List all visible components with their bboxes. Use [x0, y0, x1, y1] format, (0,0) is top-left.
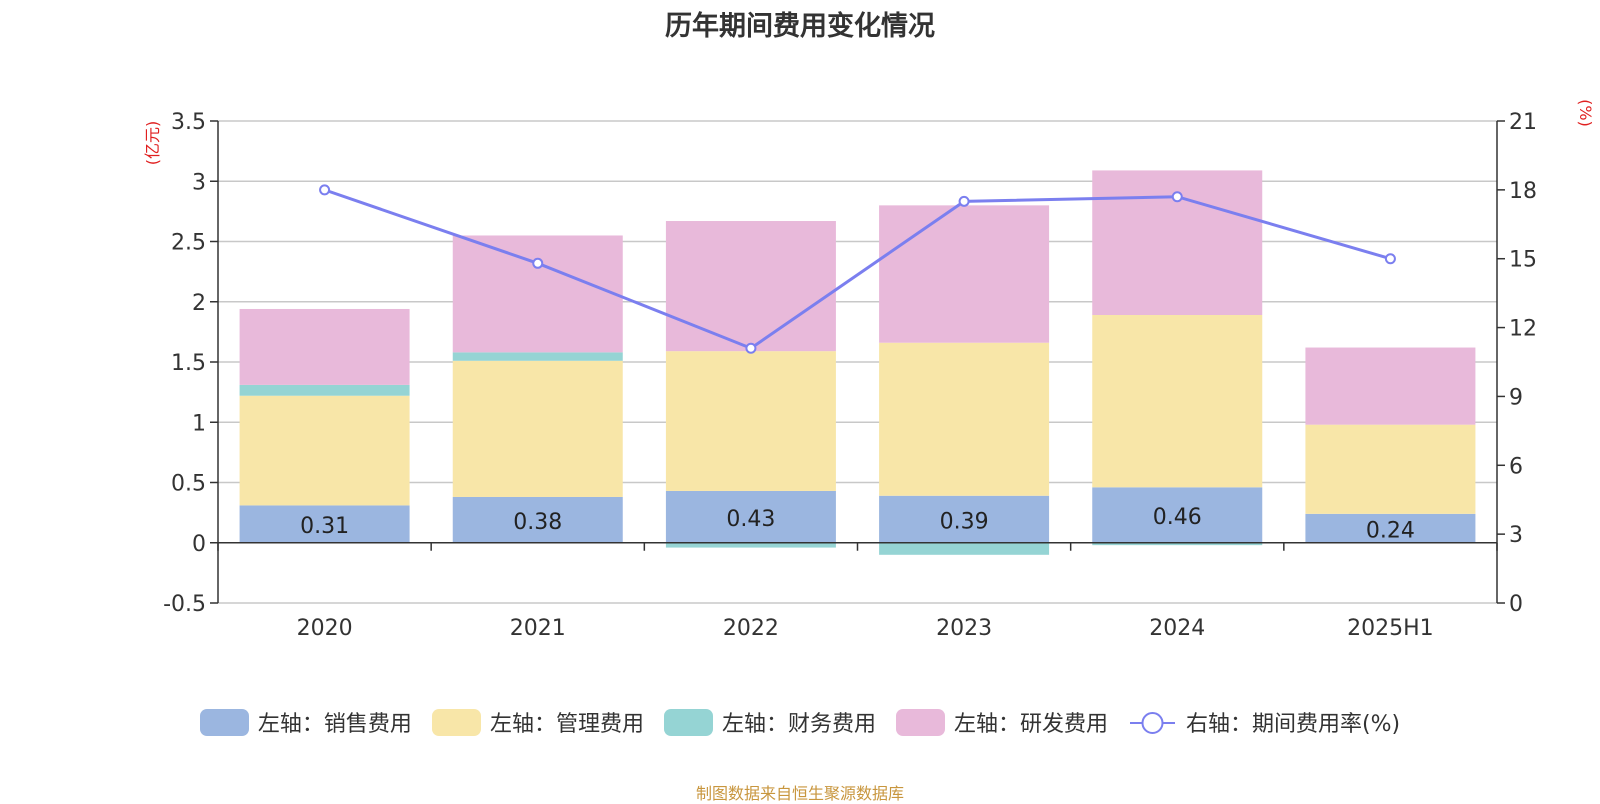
chart-plot: -0.5 0 0.5 1 1.5 2 2.5 3 3.5 0 3 6 9 12 15 18 21 2020 2021… — [143, 99, 1595, 641]
left-axis-unit-label: (亿元) — [143, 121, 162, 166]
bar-data-label: 0.31 — [300, 514, 349, 539]
expense-rate-point — [1384, 253, 1396, 265]
legend-swatch-finance — [663, 708, 713, 736]
chart-legend: 左轴：销售费用 左轴：管理费用 左轴：财务费用 左轴：研发费用 右轴：期间费用率… — [0, 706, 1600, 738]
left-axis-tick-label: 1.5 — [171, 351, 206, 376]
bar-segment-1-2025H1 — [1305, 424, 1476, 514]
legend-swatch-rnd — [895, 708, 945, 736]
chart-title: 历年期间费用变化情况 — [665, 11, 935, 42]
right-axis-tick-label: 15 — [1509, 248, 1537, 273]
legend-label-finance: 左轴：财务费用 — [721, 712, 876, 737]
expense-rate-point — [319, 184, 331, 196]
left-axis-tick-label: 0.5 — [171, 472, 206, 497]
x-axis-tick-label: 2024 — [1149, 616, 1205, 641]
right-axis-unit-label: (%) — [1576, 99, 1595, 127]
bar-segment-1-2022 — [665, 351, 836, 491]
bar-data-label: 0.46 — [1153, 505, 1202, 530]
bar-segment-1-2023 — [879, 342, 1050, 496]
legend-line-marker-icon — [1129, 711, 1175, 734]
source-note: 制图数据来自恒生聚源数据库 — [695, 784, 904, 803]
expense-rate-point — [532, 257, 544, 269]
legend-label-rnd: 左轴：研发费用 — [953, 712, 1108, 737]
bar-segment-0-2024 — [1092, 487, 1263, 543]
bar-segment-0-2021 — [452, 496, 623, 543]
right-axis-tick-label: 18 — [1509, 179, 1537, 204]
legend-label-expense-rate: 右轴：期间费用率(%) — [1185, 712, 1401, 737]
legend-label-admin: 左轴：管理费用 — [489, 712, 644, 737]
right-axis-tick-label: 9 — [1509, 385, 1523, 410]
left-axis-tick-label: 2 — [192, 291, 206, 316]
left-axis-tick-label: 2.5 — [171, 231, 206, 256]
right-axis-tick-label: 3 — [1509, 523, 1523, 548]
bar-segment-0-2023 — [879, 495, 1050, 543]
bar-segment-1-2020 — [239, 395, 410, 506]
legend-swatch-sales — [199, 708, 249, 736]
right-axis-tick-label: 12 — [1509, 317, 1537, 342]
bar-segment-2-2021 — [452, 352, 623, 361]
legend-item-finance[interactable]: 左轴：财务费用 — [663, 706, 876, 738]
x-axis-tick-label: 2022 — [723, 616, 779, 641]
legend-item-expense-rate[interactable]: 右轴：期间费用率(%) — [1128, 706, 1400, 738]
left-axis-tick-label: 0 — [192, 532, 206, 557]
left-axis-tick-label: -0.5 — [163, 592, 206, 617]
right-axis-tick-label: 21 — [1509, 110, 1537, 135]
bar-segment-2-2020 — [239, 384, 410, 396]
bar-segment-1-2024 — [1092, 315, 1263, 488]
x-axis-tick-label: 2020 — [297, 616, 353, 641]
bar-segment-2-2024 — [1092, 542, 1263, 546]
legend-item-sales[interactable]: 左轴：销售费用 — [199, 706, 412, 738]
expense-rate-point — [958, 195, 970, 207]
bar-segment-3-2020 — [239, 308, 410, 385]
bar-data-label: 0.39 — [940, 509, 989, 534]
bar-segment-0-2025H1 — [1305, 513, 1476, 543]
left-axis-tick-label: 1 — [192, 411, 206, 436]
legend-item-rnd[interactable]: 左轴：研发费用 — [895, 706, 1108, 738]
bar-segment-1-2021 — [452, 360, 623, 497]
bar-segment-2-2022 — [665, 542, 836, 548]
legend-item-admin[interactable]: 左轴：管理费用 — [431, 706, 644, 738]
bar-data-label: 0.43 — [726, 507, 775, 532]
x-axis-tick-label: 2023 — [936, 616, 992, 641]
right-axis-tick-label: 0 — [1509, 592, 1523, 617]
x-axis-tick-label: 2025H1 — [1347, 616, 1434, 641]
left-axis-tick-label: 3 — [192, 170, 206, 195]
expense-rate-line — [324, 188, 1391, 350]
bar-segment-3-2022 — [665, 221, 836, 352]
legend-label-sales: 左轴：销售费用 — [257, 712, 412, 737]
right-axis-tick-label: 6 — [1509, 454, 1523, 479]
bar-segment-2-2023 — [879, 542, 1050, 555]
bar-segment-3-2023 — [879, 205, 1050, 343]
x-axis-tick-label: 2021 — [510, 616, 566, 641]
bar-data-label: 0.24 — [1366, 518, 1415, 543]
expense-rate-point — [745, 342, 757, 354]
left-axis-tick-label: 3.5 — [171, 110, 206, 135]
bar-segment-0-2022 — [665, 490, 836, 543]
bar-data-label: 0.38 — [513, 510, 562, 535]
expense-rate-point — [1171, 191, 1183, 203]
bar-segment-3-2021 — [452, 235, 623, 353]
legend-swatch-admin — [431, 708, 481, 736]
bar-segment-3-2025H1 — [1305, 347, 1476, 425]
bar-segment-0-2020 — [239, 505, 410, 543]
